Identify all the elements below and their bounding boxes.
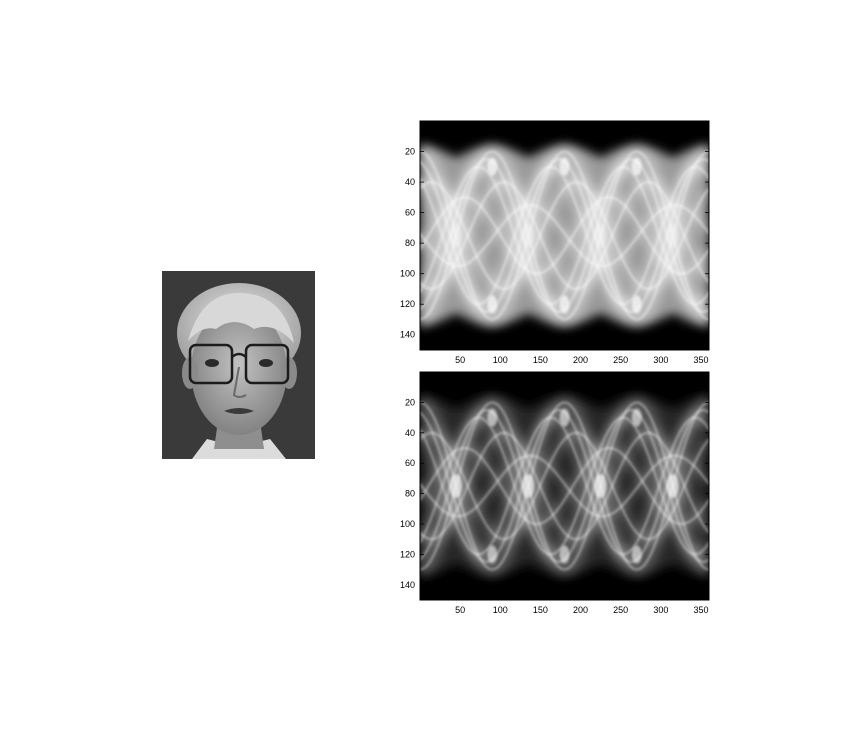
sinogram-bottom: 50 100 150 200 250 300 350 20 40 60 80 100 120 140: [400, 371, 710, 615]
x-tick-label: 200: [573, 605, 588, 615]
center-crossing: [594, 223, 607, 248]
y-tick-label: 140: [400, 330, 415, 340]
y-tick-label: 40: [405, 177, 415, 187]
crossing-point: [559, 408, 570, 427]
x-tick-label: 350: [693, 605, 708, 615]
glasses: [188, 343, 290, 385]
center-crossing: [666, 223, 679, 248]
sinogram-edge: [420, 416, 709, 556]
crossing-point: [487, 408, 498, 427]
center-crossing: [666, 474, 679, 498]
crossing-point: [631, 157, 642, 176]
y-tick-label: 140: [400, 580, 415, 590]
sinogram-top: 50 100 150 200 250 300 350 20 40 60 80 100 120 140: [400, 120, 710, 365]
x-tick-label: 150: [533, 605, 548, 615]
center-crossing: [450, 223, 463, 248]
crossing-point: [487, 157, 498, 176]
face-photo: [162, 271, 315, 459]
crossing-point: [631, 295, 642, 314]
right-eye: [259, 359, 273, 367]
y-tick-label: 120: [400, 299, 415, 309]
crossing-point: [631, 545, 642, 564]
x-tick-label: 350: [693, 355, 708, 365]
center-crossing: [594, 474, 607, 498]
sinogram-edge: [420, 431, 709, 541]
x-tick-label: 50: [455, 605, 465, 615]
x-tick-label: 50: [455, 355, 465, 365]
center-crossing: [450, 474, 463, 498]
x-tick-label: 100: [493, 355, 508, 365]
crossing-point: [631, 408, 642, 427]
y-tick-label: 100: [400, 269, 415, 279]
crossing-point: [487, 295, 498, 314]
nose: [232, 366, 247, 398]
crossing-point: [487, 545, 498, 564]
y-tick-label: 120: [400, 549, 415, 559]
x-tick-label: 100: [493, 605, 508, 615]
crossing-point: [559, 157, 570, 176]
y-tick-label: 60: [405, 208, 415, 218]
left-eye: [205, 359, 219, 367]
axes-frame: [419, 120, 710, 351]
hair-fringe: [188, 292, 294, 343]
x-tick-label: 300: [653, 605, 668, 615]
y-tick-label: 40: [405, 428, 415, 438]
mouth: [224, 408, 254, 414]
x-tick-label: 250: [613, 355, 628, 365]
y-tick-label: 80: [405, 489, 415, 499]
y-tick-label: 20: [405, 397, 415, 407]
sinogram-edge: [420, 181, 709, 290]
center-crossing: [522, 474, 535, 498]
y-tick-label: 60: [405, 458, 415, 468]
x-tick-label: 300: [653, 355, 668, 365]
sinogram-edge: [420, 165, 709, 306]
y-tick-label: 100: [400, 519, 415, 529]
x-tick-label: 200: [573, 355, 588, 365]
x-tick-label: 150: [533, 355, 548, 365]
y-tick-label: 80: [405, 238, 415, 248]
crossing-point: [559, 295, 570, 314]
axes-frame: [419, 371, 710, 601]
crossing-point: [559, 545, 570, 564]
center-crossing: [522, 223, 535, 248]
y-tick-label: 20: [405, 147, 415, 157]
x-tick-label: 250: [613, 605, 628, 615]
